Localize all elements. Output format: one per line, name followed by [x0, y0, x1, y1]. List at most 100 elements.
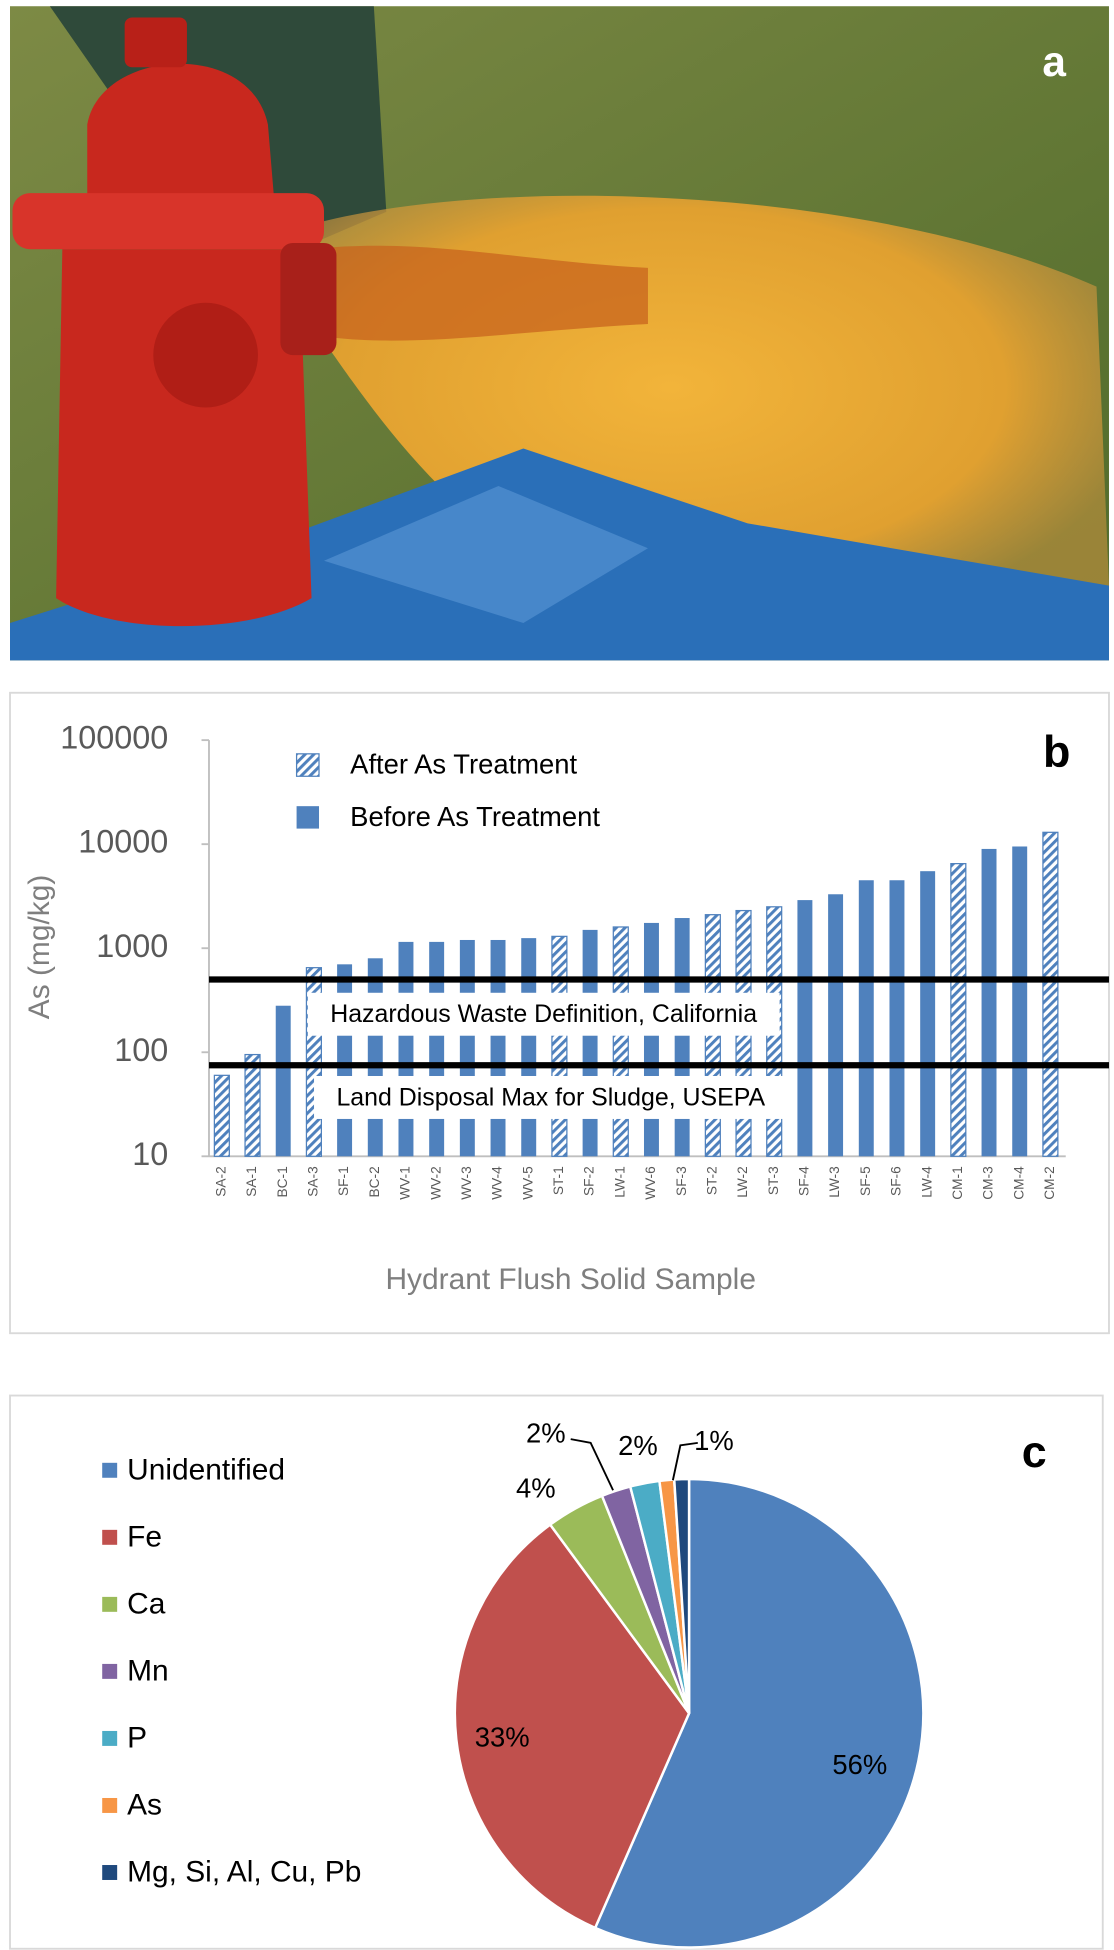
x-tick-label: WV-5: [520, 1166, 535, 1200]
x-tick-label: LW-3: [827, 1166, 842, 1198]
x-tick-label: ST-1: [551, 1166, 566, 1195]
panel-label: c: [1022, 1426, 1047, 1477]
x-axis-title: Hydrant Flush Solid Sample: [385, 1263, 755, 1296]
bar: [612, 926, 629, 1157]
hydrant-top: [87, 63, 275, 200]
x-tick-label: LW-2: [735, 1166, 750, 1197]
x-tick-label: BC-2: [367, 1166, 382, 1197]
data-label: 2%: [526, 1418, 566, 1449]
x-tick-label: SF-3: [674, 1166, 689, 1196]
x-tick-label: WV-1: [398, 1166, 413, 1199]
bar: [1012, 846, 1028, 1157]
y-tick-label: 100000: [60, 720, 168, 756]
pie-slice: [672, 1477, 691, 1714]
x-tick-label: SF-1: [336, 1166, 351, 1196]
x-tick-label: LW-4: [919, 1166, 934, 1198]
annotation-background: [307, 992, 780, 1036]
legend-swatch: [102, 1529, 118, 1545]
annotation-background: [314, 1075, 788, 1119]
hydrant-nozzle: [153, 302, 258, 408]
legend-label: Before As Treatment: [350, 801, 600, 832]
photo: a: [10, 6, 1109, 661]
bar: [213, 1074, 230, 1157]
y-axis-title: As (mg/kg): [23, 875, 56, 1019]
tarp-fold: [323, 485, 648, 624]
x-tick-label: SF-6: [889, 1166, 904, 1196]
y-tick-label: 100: [114, 1032, 168, 1068]
x-tick-label: LW-1: [612, 1166, 627, 1197]
spray-core: [311, 245, 648, 341]
legend-swatch: [102, 1730, 118, 1746]
bar: [551, 935, 568, 1157]
bar: [828, 894, 844, 1157]
y-tick-label: 10000: [78, 824, 168, 860]
x-tick-label: CM-4: [1011, 1166, 1026, 1200]
legend-label: Mn: [127, 1655, 169, 1688]
x-tick-label: CM-3: [981, 1166, 996, 1200]
annotation-text: Hazardous Waste Definition, California: [330, 1000, 757, 1028]
legend-label: After As Treatment: [350, 749, 577, 780]
leader-line: [570, 1438, 614, 1491]
bar: [398, 941, 414, 1157]
bar: [459, 939, 475, 1157]
bar: [858, 880, 874, 1157]
bar: [643, 922, 659, 1157]
x-tick-label: WV-2: [428, 1166, 443, 1199]
bar: [1042, 831, 1059, 1157]
bar: [275, 1005, 291, 1157]
bar: [490, 939, 506, 1157]
x-tick-label: CM-2: [1042, 1166, 1057, 1199]
x-tick-label: SF-4: [797, 1166, 812, 1196]
pie-slice: [453, 1522, 691, 1930]
legend-label: As: [127, 1789, 162, 1822]
bar: [920, 871, 936, 1157]
legend-label: Mg, Si, Al, Cu, Pb: [127, 1856, 361, 1889]
bar: [950, 863, 967, 1157]
hydrant-rim: [12, 193, 324, 250]
y-tick-label: 10: [132, 1136, 168, 1172]
data-label: 2%: [618, 1430, 658, 1461]
data-label: 56%: [832, 1749, 887, 1780]
legend-swatch: [295, 753, 320, 777]
x-tick-label: BC-1: [275, 1166, 290, 1197]
legend-swatch: [102, 1865, 118, 1880]
leader-line: [671, 1441, 698, 1481]
hydrant-outlet: [280, 242, 337, 356]
x-tick-label: CM-1: [950, 1166, 965, 1199]
x-tick-label: SA-2: [213, 1166, 228, 1196]
x-tick-label: ST-2: [704, 1166, 719, 1195]
hydrant-cap: [124, 17, 187, 68]
reference-annotation: Land Disposal Max for Sludge, USEPA: [314, 1075, 788, 1119]
panel-label: b: [1043, 726, 1070, 777]
x-tick-label: SF-5: [858, 1166, 873, 1196]
x-tick-label: SA-1: [244, 1166, 259, 1196]
legend-label: Unidentified: [127, 1453, 285, 1486]
bar: [367, 958, 383, 1157]
bar: [429, 941, 445, 1157]
legend-swatch: [296, 806, 320, 829]
pie-slice: [593, 1477, 925, 1949]
reference-annotation: Hazardous Waste Definition, California: [307, 992, 780, 1036]
bar: [674, 918, 690, 1157]
y-tick-label: 1000: [96, 928, 168, 964]
legend-label: P: [127, 1722, 147, 1755]
bar: [244, 1053, 261, 1157]
x-tick-label: SA-3: [306, 1166, 321, 1197]
legend-swatch: [102, 1462, 118, 1478]
x-tick-label: WV-3: [459, 1166, 474, 1200]
data-label: 1%: [694, 1425, 734, 1456]
data-label: 33%: [475, 1722, 530, 1753]
legend-label: Ca: [127, 1587, 166, 1620]
bar: [981, 848, 997, 1157]
legend-swatch: [102, 1596, 118, 1612]
panel-label: a: [1042, 38, 1066, 85]
data-label: 4%: [516, 1472, 556, 1503]
x-tick-label: SF-2: [582, 1166, 597, 1196]
x-tick-label: WV-6: [643, 1166, 658, 1200]
legend-label: Fe: [127, 1520, 162, 1553]
bar: [582, 929, 598, 1157]
x-tick-label: ST-3: [766, 1166, 781, 1195]
bar: [521, 938, 537, 1157]
legend-swatch: [102, 1663, 118, 1679]
